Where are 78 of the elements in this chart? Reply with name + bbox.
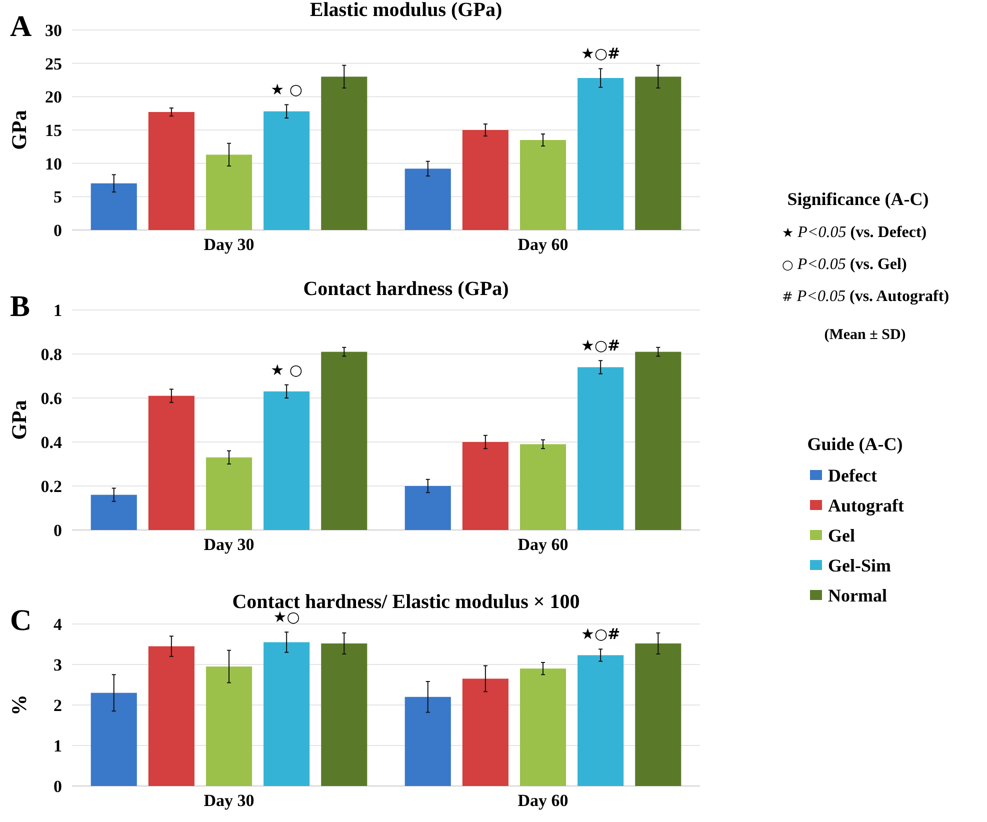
bar [264,642,310,786]
bar [321,76,368,230]
y-tick-label: 20 [45,88,62,107]
text: ★ P<0.05 (vs. Defect) [782,224,927,241]
annotation: ★ ○ [270,360,302,379]
text: Significance (A-C) [787,189,929,209]
text: A [10,10,32,43]
bar [90,692,137,786]
bar [148,646,194,786]
bar [90,183,137,230]
annotation: ★○# [581,336,620,355]
bar [206,154,252,230]
bar [148,396,194,530]
bar [462,678,508,786]
y-axis-title: GPa [7,110,31,150]
bar [520,444,566,530]
text: B [10,290,30,323]
y-axis-title: GPa [7,400,31,440]
y-tick-label: 0 [54,220,62,240]
y-tick-label: 1 [54,300,62,320]
y-axis-title: % [7,694,31,716]
bar [404,168,451,230]
y-tick-label: 0 [54,776,62,796]
bar [264,111,310,230]
bar [578,655,624,786]
legend-label: Normal [828,585,887,606]
text: # P<0.05 (vs. Autograft) [782,288,950,305]
y-tick-label: 10 [45,154,62,174]
y-tick-label: 15 [45,120,62,140]
bar [578,367,624,530]
x-tick-label: Day 30 [204,791,254,810]
y-tick-label: 25 [45,54,62,74]
bar [206,666,252,786]
legend-label: Autograft [828,495,904,516]
bar [462,442,508,530]
chart-title: Elastic modulus (GPa) [310,0,502,21]
annotation: ★○# [581,625,620,644]
y-tick-label: 0.6 [40,388,62,408]
x-tick-label: Day 60 [518,791,568,810]
y-tick-label: 5 [54,188,62,207]
legend-title: Guide (A-C) [807,434,903,454]
annotation: ★○# [581,44,620,63]
bar [148,112,194,230]
x-tick-label: Day 30 [204,535,254,554]
y-tick-label: 30 [45,20,62,40]
x-tick-label: Day 60 [518,235,568,254]
bar [321,352,368,530]
chart-title: Contact hardness (GPa) [303,278,509,300]
bar [635,352,682,530]
y-tick-label: 0.2 [40,476,62,496]
bar [520,140,566,230]
x-tick-label: Day 30 [204,235,254,254]
bar [520,668,566,786]
legend-label: Gel [828,525,855,546]
y-tick-label: 4 [54,614,62,634]
legend-label: Gel-Sim [828,555,891,576]
bar [264,391,310,530]
bar [578,78,624,230]
text: C [10,604,32,637]
annotation: ★ ○ [270,80,302,99]
y-tick-label: 0.8 [40,344,62,364]
bar [635,643,682,786]
legend-label: Defect [828,465,877,486]
y-tick-label: 0 [54,520,62,540]
text: (Mean ± SD) [824,327,906,343]
y-tick-label: 0.4 [40,432,62,452]
bar [635,76,682,230]
bar [90,494,137,530]
bar [321,643,368,786]
y-tick-label: 3 [54,655,62,674]
bar [206,457,252,530]
y-tick-label: 1 [54,736,62,756]
bar [404,696,451,786]
x-tick-label: Day 60 [518,535,568,554]
y-tick-label: 2 [54,696,62,715]
bar [462,130,508,230]
bar [404,486,451,530]
text: ○ P<0.05 (vs. Gel) [782,256,907,273]
